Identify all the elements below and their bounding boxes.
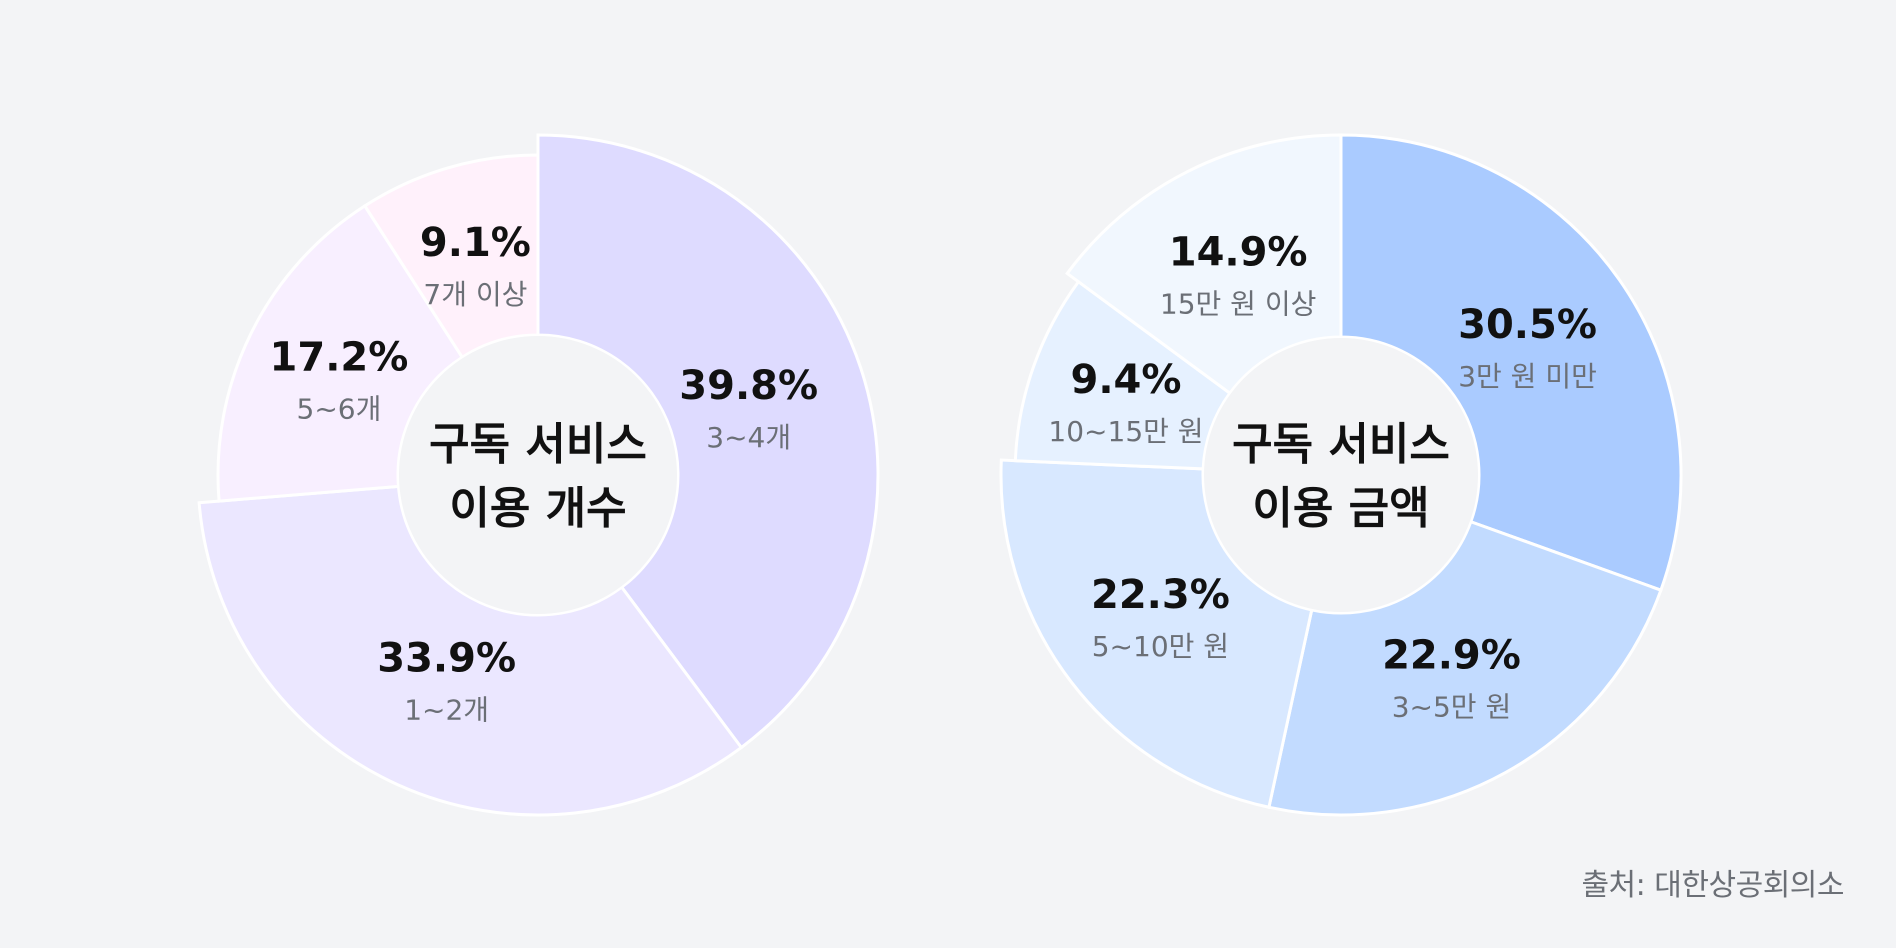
donut-chart-2: 구독 서비스 이용 금액 30.5% 3만 원 미만 22.9% 3~5만 원 22.3% 5…: [999, 133, 1683, 817]
slice-category-label: 3만 원 미만: [1458, 360, 1597, 393]
slice-value-label: 17.2%: [270, 335, 409, 381]
slice-2: [1267, 519, 1663, 817]
donut-chart-1: 구독 서비스 이용 개수 39.8% 3~4개 33.9% 1~2개 17.2% 5~6개 9.…: [197, 133, 880, 817]
slice-value-label: 39.8%: [679, 363, 818, 409]
slice-value-label: 33.9%: [377, 635, 516, 681]
slice-value-label: 9.4%: [1071, 357, 1182, 403]
slice-value-label: 14.9%: [1169, 230, 1308, 276]
slice-value-label: 22.3%: [1091, 572, 1230, 618]
slice-category-label: 5~6개: [297, 393, 382, 426]
slice-3: [999, 458, 1314, 810]
slice-category-label: 3~4개: [706, 421, 791, 454]
center-title: 구독 서비스 이용 금액: [1232, 419, 1450, 534]
slice-category-label: 7개 이상: [423, 278, 527, 311]
slice-category-label: 15만 원 이상: [1160, 288, 1316, 321]
slice-category-label: 3~5만 원: [1392, 690, 1512, 723]
donut-hole: [399, 336, 677, 614]
slice-category-label: 5~10만 원: [1092, 630, 1229, 663]
slice-1: [1339, 133, 1683, 593]
slice-category-label: 1~2개: [404, 693, 489, 726]
slice-value-label: 9.1%: [420, 220, 531, 266]
slice-3: [216, 203, 465, 503]
source-note: 출처: 대한상공회의소: [1581, 868, 1844, 903]
center-title: 구독 서비스 이용 개수: [429, 419, 647, 534]
slice-5: [1065, 133, 1343, 396]
donut-hole: [1204, 338, 1478, 612]
slice-category-label: 10~15만 원: [1048, 415, 1203, 448]
slice-4: [362, 153, 540, 360]
slice-1: [536, 133, 880, 750]
slice-2: [197, 484, 744, 817]
slice-value-label: 30.5%: [1458, 302, 1597, 348]
slice-value-label: 22.9%: [1382, 632, 1521, 678]
